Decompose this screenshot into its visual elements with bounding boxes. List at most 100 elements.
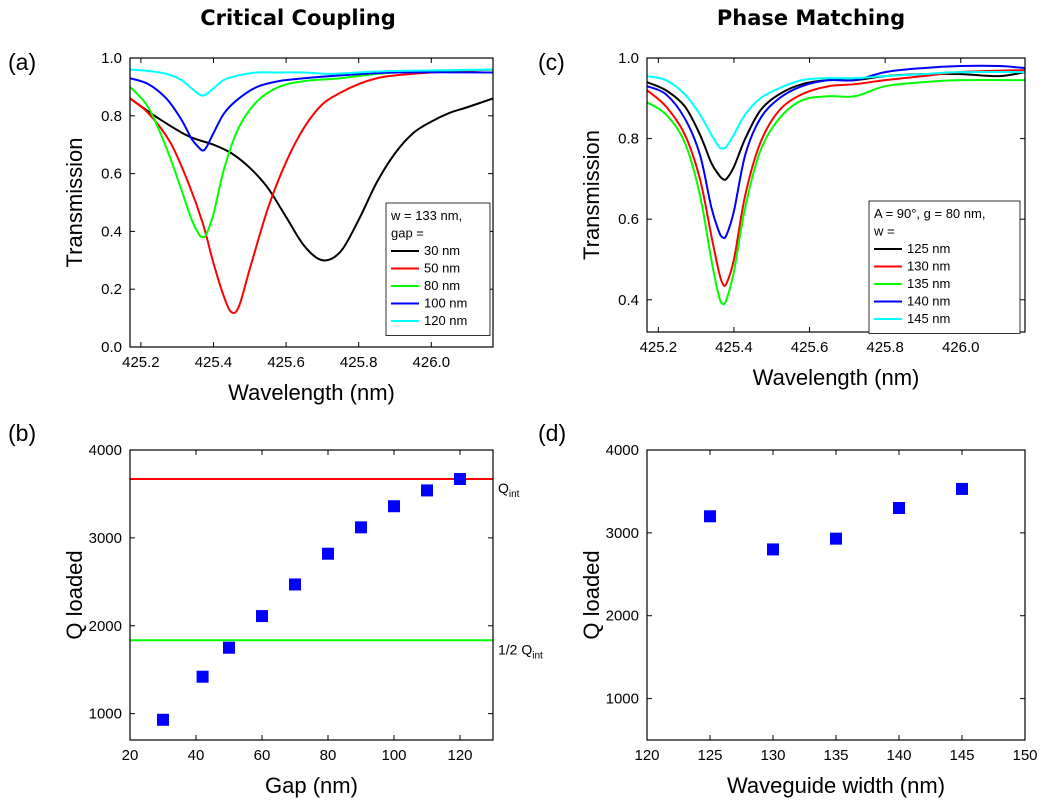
panel-label-b: (b) [8,420,36,446]
reference-line-label: 1/2 Qint [498,641,543,661]
y-tick-label: 3000 [89,530,122,547]
y-tick-label: 0.4 [618,292,639,309]
y-tick-label: 0.6 [618,211,639,228]
data-point [223,641,235,654]
x-tick-label: 425.8 [340,354,378,371]
reference-line-label: Qint [498,480,520,500]
legend-entry: 135 nm [907,276,950,291]
data-point [289,578,301,591]
data-point [256,610,268,623]
column-title-phase-matching: Phase Matching [717,6,905,30]
x-tick-label: 425.4 [715,339,753,356]
series-line-50-nm [130,68,493,315]
data-point [767,543,779,556]
x-tick-label: 40 [188,747,205,764]
x-tick-label: 135 [823,747,848,764]
y-axis-label: Transmission [579,130,604,260]
x-tick-label: 145 [949,747,974,764]
y-tick-label: 0.8 [618,131,639,148]
series-line-140-nm [647,64,1025,240]
data-point [388,500,400,513]
legend-header: w = [873,224,895,239]
x-tick-label: 80 [320,747,337,764]
x-tick-label: 425.6 [791,339,829,356]
data-point [704,510,716,523]
data-point [421,484,433,497]
y-tick-label: 0.2 [101,281,122,298]
plot-frame [129,449,494,741]
x-tick-label: 120 [447,747,472,764]
x-axis-label: Wavelength (nm) [753,365,920,390]
series-line-30-nm [130,97,493,262]
series-group [130,68,493,315]
column-title-critical-coupling: Critical Coupling [200,6,396,30]
x-tick-label: 425.4 [195,354,233,371]
panel-label-d: (d) [538,420,566,446]
panel-label-a: (a) [8,49,36,75]
legend: A = 90°, g = 80 nm, w = 125 nm 130 nm 135 nm… [868,200,1021,334]
legend-entry: 30 nm [424,243,460,258]
y-tick-label: 0.0 [101,339,122,356]
plot-frame [646,57,1026,333]
x-tick-label: 100 [381,747,406,764]
legend-entry: 80 nm [424,278,460,293]
x-tick-label: 425.6 [267,354,305,371]
series-line-130-nm [647,69,1025,287]
y-tick-label: 4000 [606,442,639,459]
legend-entry: 140 nm [907,294,950,309]
data-point [956,482,968,495]
legend-entry: 50 nm [424,261,460,276]
x-tick-label: 125 [697,747,722,764]
y-tick-label: 4000 [89,442,122,459]
data-point [322,547,334,560]
legend-entry: 145 nm [907,311,950,326]
data-point [355,521,367,534]
y-axis-label: Q loaded [579,550,604,639]
series-line-145-nm [647,70,1025,150]
series-line-80-nm [130,68,493,239]
legend: w = 133 nm, gap =30 nm 50 nm 80 nm 100 nm 120… [385,202,491,336]
plot-b: (b) 20 40 60 80 100 120 1000 2000 3000 4000 Qint 1/2… [8,420,543,798]
x-tick-label: 426.0 [413,354,451,371]
plot-d: (d) 120 125 130 135 140 145 150 1000 2000 3000 4000… [538,420,1038,798]
plot-frame [129,57,494,348]
x-tick-label: 426.0 [942,339,980,356]
y-tick-label: 0.4 [101,223,122,240]
x-tick-label: 60 [254,747,271,764]
x-axis-label: Wavelength (nm) [228,380,395,405]
y-tick-label: 0.6 [101,166,122,183]
y-tick-label: 3000 [606,525,639,542]
y-tick-label: 1000 [89,706,122,723]
legend-entry: 120 nm [424,313,467,328]
y-tick-label: 1000 [606,691,639,708]
chart-layer: (a) 425.2 425.4 425.6 425.8 426.0 0.0 0.2 0.4 0.6… [8,49,1038,798]
data-point [454,473,466,485]
legend-entry: 130 nm [907,259,950,274]
y-tick-label: 1.0 [101,50,122,67]
x-tick-label: 120 [634,747,659,764]
x-tick-label: 425.2 [122,354,160,371]
y-tick-label: 2000 [89,618,122,635]
x-tick-label: 20 [122,747,139,764]
legend-header: gap = [391,226,424,241]
data-point [157,713,169,726]
x-tick-label: 130 [760,747,785,764]
series-group [647,64,1025,306]
x-axis-label: Gap (nm) [265,773,358,798]
plot-c: (c) 425.2 425.4 425.6 425.8 426.0 0.4 0.6 0.8 1.0… [538,49,1026,390]
y-tick-label: 2000 [606,608,639,625]
legend-entry: 100 nm [424,296,467,311]
data-point [893,502,905,514]
x-tick-label: 425.8 [866,339,904,356]
x-tick-label: 425.2 [640,339,678,356]
legend-entry: 125 nm [907,241,950,256]
data-point [830,532,842,545]
series-line-125-nm [647,71,1025,181]
series-line-120-nm [130,68,493,97]
legend-header: w = 133 nm, [390,208,462,223]
x-tick-label: 140 [886,747,911,764]
y-axis-label: Q loaded [62,550,87,639]
plot-a: (a) 425.2 425.4 425.6 425.8 426.0 0.0 0.2 0.4 0.6… [8,49,494,405]
series-line-100-nm [130,71,493,152]
